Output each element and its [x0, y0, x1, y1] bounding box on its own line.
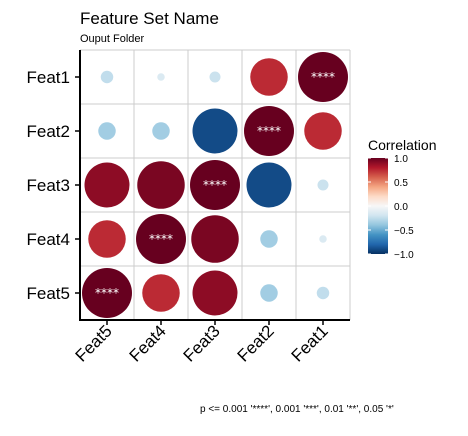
- legend-ticks: 1.0 0.5 0.0 −0.5 −1.0: [368, 154, 414, 261]
- legend-tick-label: 0.0: [394, 202, 408, 213]
- correlation-circle: [260, 284, 278, 302]
- correlation-circle: [319, 235, 327, 243]
- legend-tick-label: −0.5: [394, 226, 414, 237]
- legend-colorbar: [368, 158, 388, 254]
- correlation-circle: [304, 112, 342, 150]
- chart-subtitle: Ouput Folder: [80, 33, 145, 45]
- correlation-circle: [157, 73, 165, 81]
- correlation-circle: [260, 230, 278, 248]
- legend-title: Correlation: [368, 137, 436, 153]
- row-label: Feat1: [27, 68, 70, 87]
- correlation-circle: [244, 106, 294, 156]
- row-labels: Feat1 Feat2 Feat3 Feat4 Feat5: [27, 68, 80, 303]
- significance-label: ****: [95, 286, 119, 300]
- correlation-circle: [298, 52, 348, 102]
- correlation-circle: [88, 220, 126, 258]
- legend-tick-label: −1.0: [394, 250, 414, 261]
- correlation-circle: [100, 70, 114, 84]
- row-label: Feat2: [27, 122, 70, 141]
- legend-tick-label: 0.5: [394, 178, 408, 189]
- column-label: Feat3: [180, 321, 224, 365]
- correlation-circle: [152, 122, 170, 140]
- correlation-circle: [209, 71, 221, 83]
- correlation-circle: [192, 270, 238, 316]
- column-label: Feat2: [234, 321, 278, 365]
- correlation-circle: [137, 161, 185, 209]
- column-label: Feat1: [288, 321, 332, 365]
- significance-caption: p <= 0.001 '****', 0.001 '***', 0.01 '**…: [200, 404, 394, 415]
- column-label: Feat5: [72, 321, 116, 365]
- correlation-cells: **** **** **** **** ****: [82, 52, 348, 318]
- chart-title: Feature Set Name: [80, 9, 219, 28]
- correlation-circle: [136, 214, 186, 264]
- correlation-circle: [317, 179, 329, 191]
- correlation-circle: [142, 274, 180, 312]
- correlation-circle: [192, 108, 238, 154]
- significance-label: ****: [203, 178, 227, 192]
- correlation-circle: [191, 215, 239, 263]
- correlation-circle: [250, 58, 288, 96]
- column-labels: Feat5 Feat4 Feat3 Feat2 Feat1: [72, 320, 332, 366]
- color-legend: Correlation 1.0 0.5 0.0 −0.5 −1.0: [368, 137, 436, 261]
- row-label: Feat5: [27, 284, 70, 303]
- correlation-circle: [82, 268, 132, 318]
- column-label: Feat4: [126, 321, 170, 365]
- correlation-circle: [316, 286, 330, 300]
- legend-tick-label: 1.0: [394, 154, 408, 165]
- significance-label: ****: [149, 232, 173, 246]
- significance-label: ****: [257, 124, 281, 138]
- significance-label: ****: [311, 70, 335, 84]
- correlation-circle: [190, 160, 240, 210]
- row-label: Feat4: [27, 230, 70, 249]
- correlation-circle: [84, 162, 130, 208]
- correlation-circle: [98, 122, 116, 140]
- row-label: Feat3: [27, 176, 70, 195]
- correlation-circle: [246, 162, 292, 208]
